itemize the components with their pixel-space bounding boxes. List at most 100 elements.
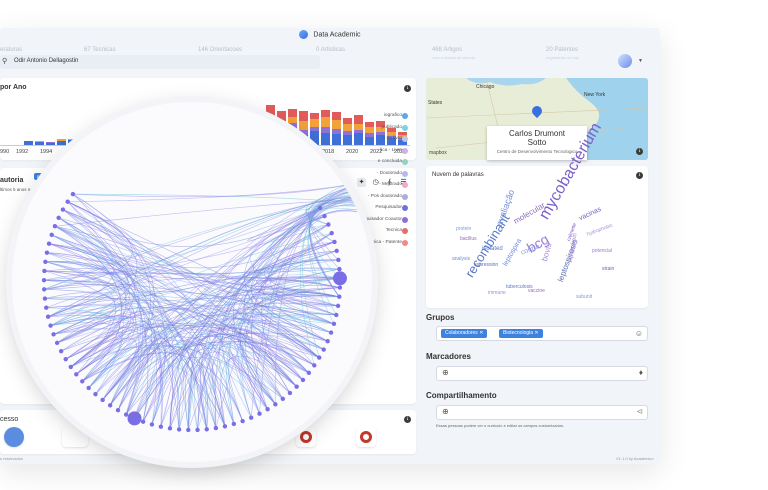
- year-bar-segment[interactable]: [354, 130, 363, 133]
- legend-label[interactable]: o de livro: [382, 136, 402, 141]
- close-icon[interactable]: ✕: [479, 330, 484, 336]
- coauthor-node[interactable]: [41, 287, 47, 292]
- coauthor-node[interactable]: [49, 232, 54, 238]
- coauthor-node[interactable]: [63, 356, 68, 362]
- tag-icon[interactable]: ♦: [638, 368, 643, 377]
- wordcloud-word[interactable]: analysis: [452, 256, 471, 262]
- coauthor-node[interactable]: [176, 427, 182, 432]
- wordcloud-word[interactable]: avaliação: [494, 188, 517, 228]
- coauthor-node[interactable]: [332, 239, 337, 245]
- close-icon[interactable]: ✕: [534, 330, 539, 336]
- coauthor-node[interactable]: [257, 411, 262, 416]
- share-tree-icon[interactable]: ∮: [387, 179, 392, 186]
- year-bar-segment[interactable]: [57, 139, 66, 141]
- year-bar-segment[interactable]: [332, 134, 341, 145]
- year-bar-segment[interactable]: [277, 121, 286, 128]
- legend-label[interactable]: e concluida: [377, 159, 402, 164]
- coauthor-node[interactable]: [321, 347, 326, 352]
- year-bar-segment[interactable]: [310, 131, 319, 145]
- year-bar-segment[interactable]: [310, 127, 319, 131]
- wordcloud-word[interactable]: expression: [474, 262, 499, 268]
- year-bar-segment[interactable]: [24, 141, 33, 145]
- coauthor-node[interactable]: [107, 403, 113, 408]
- wordcloud-word[interactable]: immune: [488, 290, 506, 296]
- year-bar-segment[interactable]: [277, 111, 286, 121]
- year-bar-segment[interactable]: [68, 139, 77, 140]
- year-bar-segment[interactable]: [365, 122, 374, 127]
- year-bar-segment[interactable]: [398, 132, 407, 135]
- lattes-logo[interactable]: [4, 427, 24, 447]
- coauthor-node[interactable]: [45, 314, 51, 319]
- wordcloud-word[interactable]: strain: [602, 266, 615, 272]
- legend-label[interactable]: Tecnica: [385, 228, 402, 233]
- coauthor-node[interactable]: [222, 424, 228, 429]
- marcadores-field[interactable]: ⊕ ♦: [436, 366, 648, 381]
- year-bar-segment[interactable]: [387, 128, 396, 132]
- wordcloud-word[interactable]: bacillus: [460, 236, 477, 242]
- year-bar-segment[interactable]: [365, 137, 374, 145]
- wordcloud-word[interactable]: potencial: [592, 248, 613, 254]
- share-icon[interactable]: ⊲: [636, 407, 643, 416]
- coauthor-node[interactable]: [325, 338, 330, 344]
- coauthor-node[interactable]: [317, 355, 322, 360]
- year-bar-segment[interactable]: [57, 141, 66, 145]
- year-bar-segment[interactable]: [321, 127, 330, 133]
- coauthor-node[interactable]: [74, 372, 79, 377]
- year-bar-segment[interactable]: [35, 142, 44, 145]
- year-bar-segment[interactable]: [266, 105, 275, 117]
- coauthor-node[interactable]: [123, 412, 129, 417]
- coauthor-node[interactable]: [58, 348, 64, 354]
- institution-logo[interactable]: [356, 427, 376, 447]
- coauthor-node[interactable]: [273, 402, 278, 407]
- legend-label[interactable]: iografico: [383, 113, 402, 118]
- wordcloud-word[interactable]: vacinas: [578, 205, 603, 223]
- year-bar-segment[interactable]: [310, 113, 319, 119]
- coauthor-node[interactable]: [334, 248, 339, 254]
- coauthor-node[interactable]: [93, 391, 98, 397]
- year-bar-segment[interactable]: [365, 133, 374, 137]
- year-bar-segment[interactable]: [365, 127, 374, 133]
- chevron-down-icon[interactable]: ▼: [638, 58, 643, 64]
- add-icon[interactable]: ⊕: [442, 407, 449, 416]
- year-bar-segment[interactable]: [310, 119, 319, 127]
- coauthor-node[interactable]: [115, 407, 121, 413]
- coauthor-node[interactable]: [140, 419, 146, 424]
- stat-literaturas[interactable]: eraturas: [0, 47, 23, 53]
- year-bar-segment[interactable]: [288, 117, 297, 123]
- year-bar-segment[interactable]: [46, 142, 55, 143]
- legend-label[interactable]: - Pos doutorado: [367, 193, 402, 199]
- year-bar-segment[interactable]: [387, 138, 396, 145]
- coauthor-node[interactable]: [240, 418, 245, 424]
- researcher-search[interactable]: ⚲ Odir Antonio Dellagostin: [0, 55, 320, 69]
- coauthor-node[interactable]: [213, 425, 219, 431]
- coauthor-node[interactable]: [332, 271, 347, 286]
- coauthor-node[interactable]: [43, 259, 48, 264]
- coauthor-node[interactable]: [335, 303, 341, 309]
- year-bar-segment[interactable]: [376, 135, 385, 145]
- year-bar-segment[interactable]: [332, 120, 341, 129]
- coauthor-node[interactable]: [195, 427, 200, 433]
- coauthor-node[interactable]: [322, 213, 327, 219]
- year-bar-segment[interactable]: [321, 117, 330, 127]
- year-bar-segment[interactable]: [46, 143, 55, 145]
- year-bar-segment[interactable]: [354, 133, 363, 145]
- coauthor-node[interactable]: [100, 397, 105, 403]
- legend-label[interactable]: - Mestrado: [379, 182, 402, 187]
- coauthor-node[interactable]: [248, 415, 254, 420]
- legend-label[interactable]: Tecnica - Patente: [364, 239, 402, 245]
- coauthor-node[interactable]: [294, 384, 299, 389]
- coauthor-node[interactable]: [54, 340, 60, 346]
- sistema-logo[interactable]: [62, 427, 88, 447]
- year-bar-segment[interactable]: [398, 140, 407, 145]
- coauthor-node[interactable]: [306, 370, 312, 376]
- group-icon[interactable]: ☺: [634, 329, 643, 338]
- stat-artigos[interactable]: 468 Artigos: [432, 47, 463, 53]
- year-bar-segment[interactable]: [343, 118, 352, 124]
- coauthor-node[interactable]: [167, 426, 173, 431]
- stat-tecnicas[interactable]: 67 Tecnicas: [84, 47, 116, 53]
- coauthor-node[interactable]: [42, 296, 48, 301]
- year-bar-segment[interactable]: [299, 130, 308, 135]
- wordcloud-word[interactable]: protein: [456, 226, 472, 232]
- legend-label[interactable]: publicado: [381, 124, 402, 130]
- wordcloud-word[interactable]: subunit: [576, 294, 593, 300]
